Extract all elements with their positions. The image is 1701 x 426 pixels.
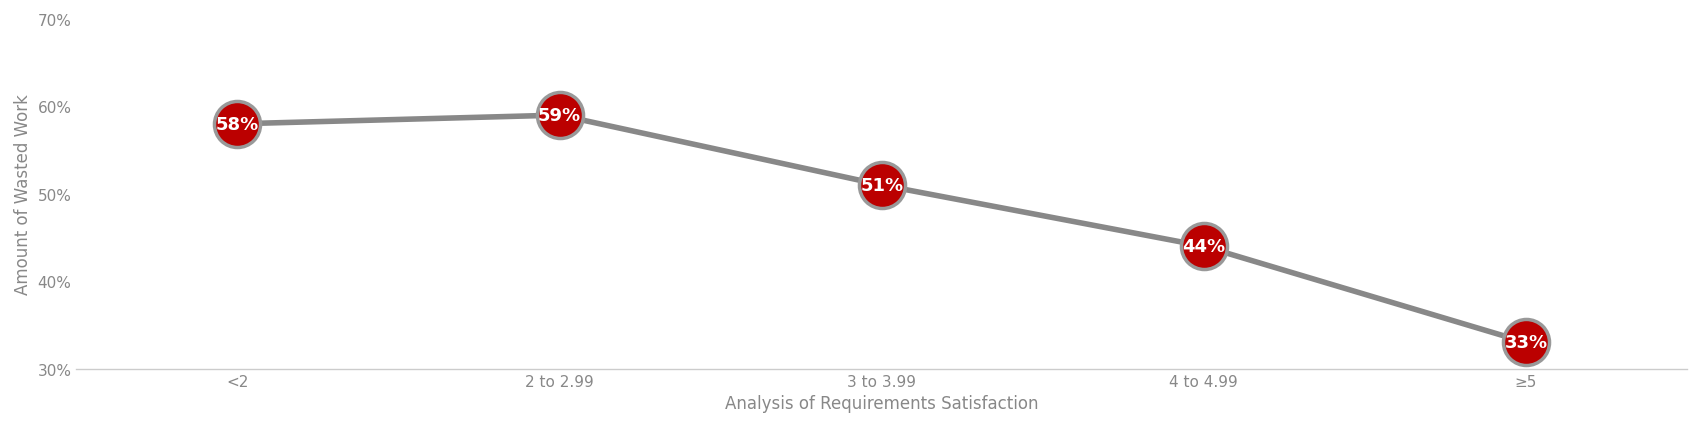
X-axis label: Analysis of Requirements Satisfaction: Analysis of Requirements Satisfaction [725, 394, 1038, 412]
Text: 58%: 58% [216, 115, 259, 133]
Point [1512, 339, 1539, 346]
Point [546, 112, 573, 119]
Point [1191, 243, 1218, 250]
Text: 59%: 59% [538, 107, 582, 125]
Point [225, 121, 252, 128]
Point [868, 182, 895, 189]
Y-axis label: Amount of Wasted Work: Amount of Wasted Work [14, 94, 32, 294]
Text: 51%: 51% [861, 177, 903, 195]
Text: 33%: 33% [1504, 334, 1548, 351]
Text: 44%: 44% [1182, 238, 1225, 256]
